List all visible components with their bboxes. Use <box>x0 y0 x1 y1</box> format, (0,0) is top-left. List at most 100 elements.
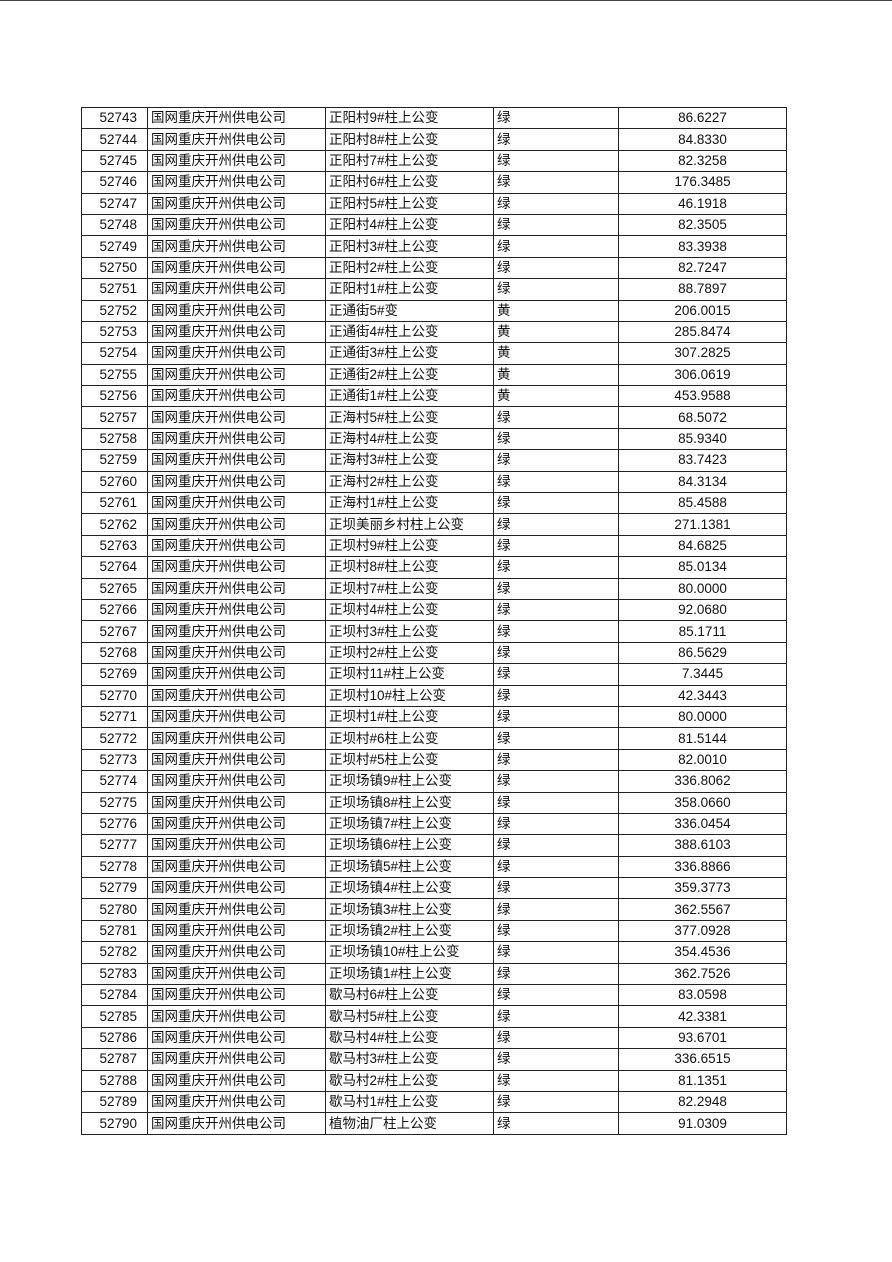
status-cell: 绿 <box>493 1112 619 1135</box>
value-cell: 86.6227 <box>618 106 787 130</box>
transformer-name-cell: 正海村3#柱上公变 <box>325 449 494 472</box>
company-cell: 国网重庆开州供电公司 <box>147 834 326 857</box>
table-row: 52756 国网重庆开州供电公司 正通街1#柱上公变黄 453.9588 <box>81 385 787 408</box>
company-cell: 国网重庆开州供电公司 <box>147 320 326 344</box>
table-row: 52750 国网重庆开州供电公司 正阳村2#柱上公变绿 82.7247 <box>81 256 787 280</box>
table-row: 52771 国网重庆开州供电公司 正坝村1#柱上公变绿 80.0000 <box>81 705 787 729</box>
table-row: 52745 国网重庆开州供电公司 正阳村7#柱上公变绿 82.3258 <box>81 149 787 173</box>
status-cell: 绿 <box>493 427 619 451</box>
row-id-cell: 52773 <box>81 748 148 772</box>
company-cell: 国网重庆开州供电公司 <box>147 727 326 750</box>
company-cell: 国网重庆开州供电公司 <box>147 748 326 772</box>
company-cell: 国网重庆开州供电公司 <box>147 385 326 408</box>
table-row: 52789 国网重庆开州供电公司 歇马村1#柱上公变绿 82.2948 <box>81 1090 787 1114</box>
status-cell: 绿 <box>493 449 619 472</box>
table-row: 52761 国网重庆开州供电公司 正海村1#柱上公变绿 85.4588 <box>81 492 787 515</box>
row-id-cell: 52776 <box>81 812 148 836</box>
transformer-name-cell: 歇马村3#柱上公变 <box>325 1048 494 1071</box>
status-cell: 黄 <box>493 320 619 344</box>
transformer-name-cell: 正阳村5#柱上公变 <box>325 192 494 215</box>
company-cell: 国网重庆开州供电公司 <box>147 427 326 451</box>
value-cell: 88.7897 <box>618 278 787 301</box>
value-cell: 271.1381 <box>618 513 787 536</box>
company-cell: 国网重庆开州供电公司 <box>147 449 326 472</box>
company-cell: 国网重庆开州供电公司 <box>147 278 326 301</box>
company-cell: 国网重庆开州供电公司 <box>147 577 326 600</box>
status-cell: 绿 <box>493 278 619 301</box>
company-cell: 国网重庆开州供电公司 <box>147 620 326 643</box>
row-id-cell: 52785 <box>81 1005 148 1028</box>
transformer-name-cell: 正阳村1#柱上公变 <box>325 278 494 301</box>
transformer-name-cell: 正坝场镇10#柱上公变 <box>325 941 494 964</box>
table-row: 52773 国网重庆开州供电公司 正坝村#5柱上公变绿 82.0010 <box>81 748 787 772</box>
transformer-name-cell: 正阳村3#柱上公变 <box>325 235 494 258</box>
table-row: 52775 国网重庆开州供电公司 正坝场镇8#柱上公变绿 358.0660 <box>81 791 787 814</box>
table-body: 52743 国网重庆开州供电公司 正阳村9#柱上公变绿 86.6227 52744 国网重… <box>81 106 787 1135</box>
value-cell: 42.3381 <box>618 1005 787 1028</box>
value-cell: 336.6515 <box>618 1048 787 1071</box>
row-id-cell: 52744 <box>81 128 148 151</box>
table-row: 52766 国网重庆开州供电公司 正坝村4#柱上公变绿 92.0680 <box>81 598 787 622</box>
company-cell: 国网重庆开州供电公司 <box>147 513 326 536</box>
transformer-name-cell: 正阳村8#柱上公变 <box>325 128 494 151</box>
row-id-cell: 52756 <box>81 385 148 408</box>
status-cell: 绿 <box>493 534 619 558</box>
transformer-name-cell: 正坝村8#柱上公变 <box>325 556 494 579</box>
company-cell: 国网重庆开州供电公司 <box>147 256 326 280</box>
row-id-cell: 52787 <box>81 1048 148 1071</box>
row-id-cell: 52762 <box>81 513 148 536</box>
value-cell: 359.3773 <box>618 877 787 900</box>
row-id-cell: 52778 <box>81 855 148 879</box>
status-cell: 绿 <box>493 812 619 836</box>
row-id-cell: 52769 <box>81 663 148 686</box>
transformer-name-cell: 正坝村7#柱上公变 <box>325 577 494 600</box>
company-cell: 国网重庆开州供电公司 <box>147 1112 326 1135</box>
transformer-name-cell: 正阳村6#柱上公变 <box>325 171 494 194</box>
company-cell: 国网重庆开州供电公司 <box>147 106 326 130</box>
company-cell: 国网重庆开州供电公司 <box>147 1005 326 1028</box>
row-id-cell: 52775 <box>81 791 148 814</box>
table-row: 52757 国网重庆开州供电公司 正海村5#柱上公变绿 68.5072 <box>81 406 787 429</box>
data-table: 52743 国网重庆开州供电公司 正阳村9#柱上公变绿 86.6227 52744 国网重… <box>81 106 787 1135</box>
table-row: 52770 国网重庆开州供电公司 正坝村10#柱上公变绿 42.3443 <box>81 684 787 707</box>
row-id-cell: 52789 <box>81 1090 148 1114</box>
row-id-cell: 52772 <box>81 727 148 750</box>
row-id-cell: 52753 <box>81 320 148 344</box>
transformer-name-cell: 正通街1#柱上公变 <box>325 385 494 408</box>
value-cell: 86.5629 <box>618 641 787 665</box>
row-id-cell: 52760 <box>81 470 148 494</box>
transformer-name-cell: 正阳村7#柱上公变 <box>325 149 494 173</box>
table-row: 52778 国网重庆开州供电公司 正坝场镇5#柱上公变绿 336.8866 <box>81 855 787 879</box>
status-cell: 绿 <box>493 727 619 750</box>
company-cell: 国网重庆开州供电公司 <box>147 213 326 237</box>
status-cell: 黄 <box>493 363 619 387</box>
company-cell: 国网重庆开州供电公司 <box>147 299 326 322</box>
status-cell: 绿 <box>493 256 619 280</box>
value-cell: 85.1711 <box>618 620 787 643</box>
status-cell: 绿 <box>493 235 619 258</box>
transformer-name-cell: 正通街5#变 <box>325 299 494 322</box>
company-cell: 国网重庆开州供电公司 <box>147 406 326 429</box>
transformer-name-cell: 正坝美丽乡村柱上公变 <box>325 513 494 536</box>
value-cell: 85.9340 <box>618 427 787 451</box>
value-cell: 84.6825 <box>618 534 787 558</box>
value-cell: 85.0134 <box>618 556 787 579</box>
status-cell: 绿 <box>493 748 619 772</box>
transformer-name-cell: 正坝村4#柱上公变 <box>325 598 494 622</box>
table-row: 52774 国网重庆开州供电公司 正坝场镇9#柱上公变绿 336.8062 <box>81 770 787 793</box>
value-cell: 84.3134 <box>618 470 787 494</box>
table-row: 52783 国网重庆开州供电公司 正坝场镇1#柱上公变绿 362.7526 <box>81 962 787 986</box>
status-cell: 绿 <box>493 855 619 879</box>
row-id-cell: 52766 <box>81 598 148 622</box>
company-cell: 国网重庆开州供电公司 <box>147 984 326 1007</box>
row-id-cell: 52743 <box>81 106 148 130</box>
company-cell: 国网重庆开州供电公司 <box>147 598 326 622</box>
transformer-name-cell: 正坝村#5柱上公变 <box>325 748 494 772</box>
status-cell: 绿 <box>493 513 619 536</box>
table-row: 52786 国网重庆开州供电公司 歇马村4#柱上公变绿 93.6701 <box>81 1026 787 1050</box>
value-cell: 453.9588 <box>618 385 787 408</box>
status-cell: 绿 <box>493 492 619 515</box>
row-id-cell: 52746 <box>81 171 148 194</box>
status-cell: 绿 <box>493 663 619 686</box>
value-cell: 91.0309 <box>618 1112 787 1135</box>
